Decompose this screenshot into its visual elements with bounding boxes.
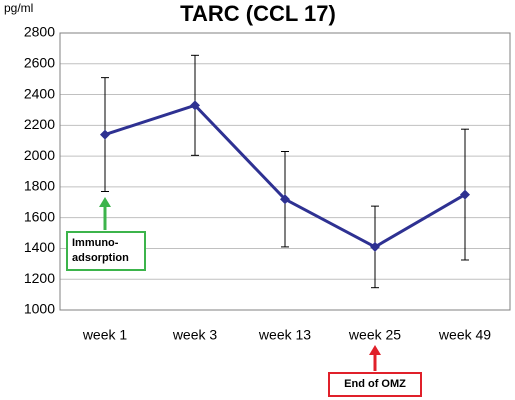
arrow-head	[99, 197, 111, 207]
y-tick-label: 1200	[24, 270, 55, 286]
annotation-text: End of OMZ	[344, 378, 406, 390]
y-tick-label: 1000	[24, 301, 55, 317]
x-tick-label: week 25	[348, 327, 401, 343]
plot-border	[59, 32, 511, 311]
y-unit: pg/ml	[4, 1, 33, 15]
y-tick-label: 1600	[24, 208, 55, 224]
marker	[280, 194, 290, 205]
annotation-text: adsorption	[72, 252, 129, 264]
x-tick-label: week 1	[82, 327, 128, 343]
marker	[100, 129, 110, 140]
y-tick-label: 1800	[24, 178, 55, 194]
arrow-head	[369, 345, 381, 355]
y-tick-label: 2600	[24, 54, 55, 70]
marker	[370, 241, 380, 252]
annotation-text: Immuno-	[72, 237, 119, 249]
y-tick-label: 2400	[24, 85, 55, 101]
x-tick-label: week 13	[258, 327, 311, 343]
annotation-box	[66, 231, 146, 271]
y-tick-label: 2800	[24, 24, 55, 40]
y-tick-label: 1400	[24, 239, 55, 255]
x-tick-label: week 49	[438, 327, 491, 343]
y-tick-label: 2200	[24, 116, 55, 132]
x-tick-label: week 3	[172, 327, 218, 343]
marker	[460, 189, 470, 200]
chart-title: TARC (CCL 17)	[180, 1, 336, 26]
y-tick-label: 2000	[24, 147, 55, 163]
annotation-box	[328, 372, 422, 397]
marker	[190, 100, 200, 111]
